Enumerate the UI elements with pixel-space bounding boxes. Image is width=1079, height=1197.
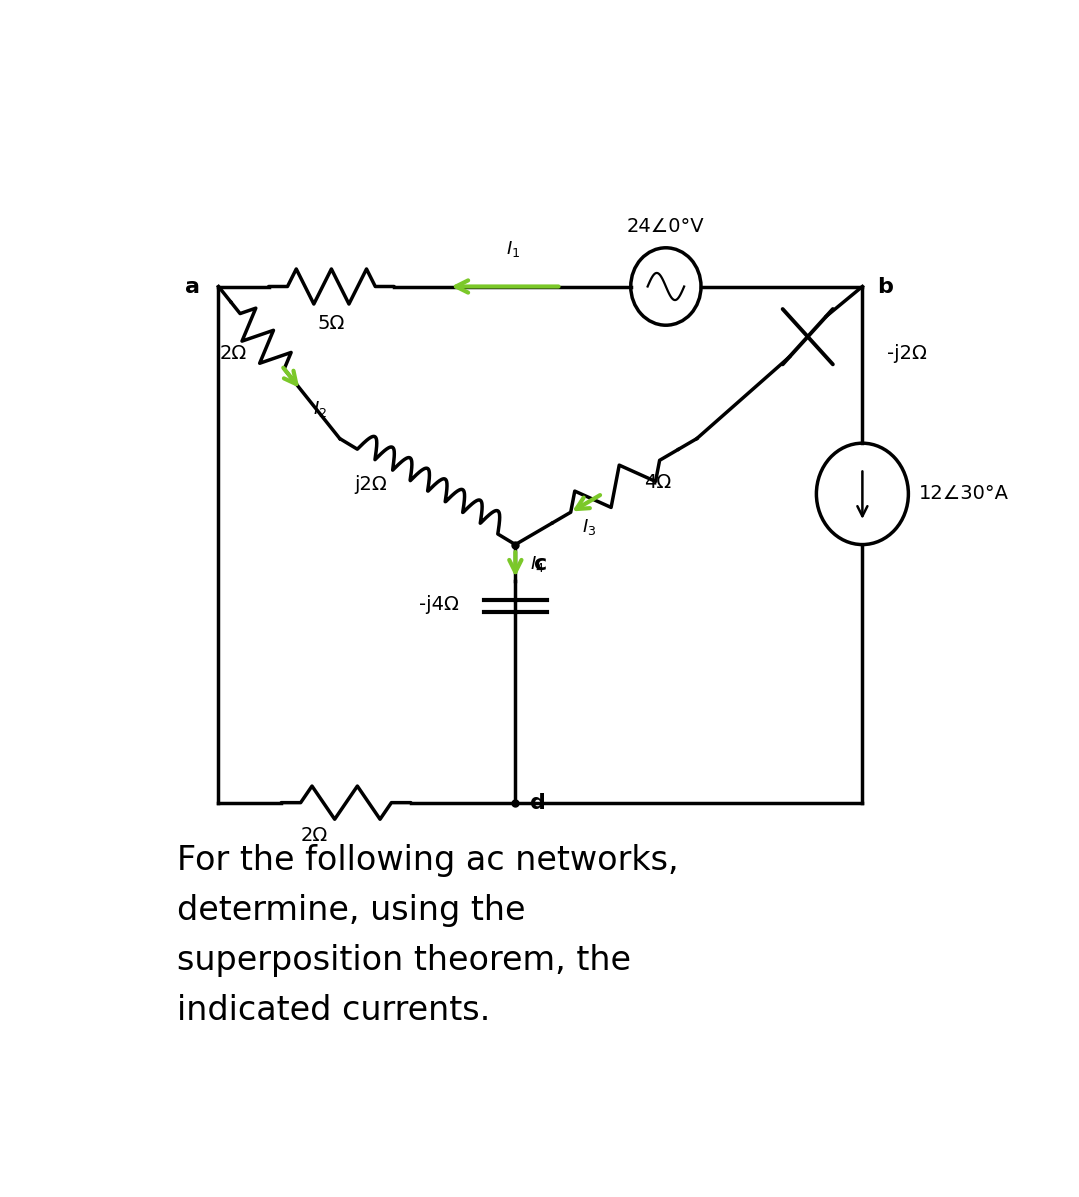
Text: 12∠30°A: 12∠30°A: [919, 485, 1009, 504]
Text: c: c: [534, 554, 547, 573]
Text: 2Ω: 2Ω: [301, 826, 328, 845]
Text: b: b: [877, 277, 893, 297]
Text: 4Ω: 4Ω: [644, 473, 671, 492]
Text: 24∠0°V: 24∠0°V: [627, 217, 705, 236]
Text: j2Ω: j2Ω: [355, 475, 387, 493]
Text: $I_4$: $I_4$: [531, 554, 545, 575]
Text: 2Ω: 2Ω: [220, 344, 247, 363]
Text: $I_1$: $I_1$: [506, 239, 520, 259]
Text: $I_3$: $I_3$: [583, 517, 597, 537]
Text: For the following ac networks,
determine, using the
superposition theorem, the
i: For the following ac networks, determine…: [177, 844, 679, 1027]
Text: $I_2$: $I_2$: [314, 399, 328, 419]
Text: a: a: [186, 277, 200, 297]
Text: -j2Ω: -j2Ω: [888, 344, 927, 363]
Text: d: d: [531, 792, 546, 813]
Text: -j4Ω: -j4Ω: [419, 595, 459, 614]
Text: 5Ω: 5Ω: [317, 314, 345, 333]
